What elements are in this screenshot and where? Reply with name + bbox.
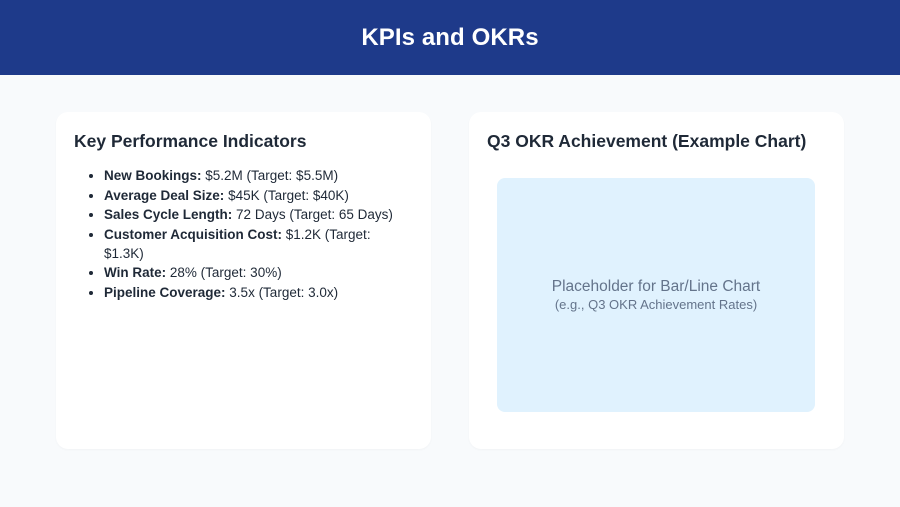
- kpi-item-customer-acquisition-cost: Customer Acquisition Cost: $1.2K (Target…: [104, 225, 409, 263]
- page-header: KPIs and OKRs: [0, 0, 900, 75]
- kpi-list: New Bookings: $5.2M (Target: $5.5M) Aver…: [104, 166, 409, 302]
- kpi-item-pipeline-coverage: Pipeline Coverage: 3.5x (Target: 3.0x): [104, 283, 409, 302]
- kpi-label: Win Rate:: [104, 265, 167, 280]
- kpi-label: Pipeline Coverage:: [104, 284, 226, 300]
- kpi-value: 72 Days (Target: 65 Days): [232, 207, 393, 222]
- kpi-label: New Bookings:: [104, 168, 202, 183]
- kpi-item-win-rate: Win Rate: 28% (Target: 30%): [104, 263, 409, 282]
- kpi-label: Customer Acquisition Cost:: [104, 226, 283, 242]
- chart-placeholder: Placeholder for Bar/Line Chart (e.g., Q3…: [497, 178, 815, 412]
- kpi-value: $5.2M (Target: $5.5M): [201, 168, 339, 183]
- kpi-value: 3.5x (Target: 3.0x): [225, 284, 339, 300]
- kpi-item-sales-cycle-length: Sales Cycle Length: 72 Days (Target: 65 …: [104, 205, 409, 224]
- kpi-value: $45K (Target: $40K): [224, 187, 349, 203]
- kpi-value: $1.2K (Target: $1.3K): [104, 226, 371, 261]
- kpi-label: Sales Cycle Length:: [104, 207, 233, 222]
- kpi-item-new-bookings: New Bookings: $5.2M (Target: $5.5M): [104, 166, 409, 185]
- kpi-value: 28% (Target: 30%): [166, 265, 282, 280]
- page-title: KPIs and OKRs: [361, 23, 539, 51]
- kpi-card-title: Key Performance Indicators: [74, 131, 307, 151]
- okr-card: Q3 OKR Achievement (Example Chart) Place…: [469, 112, 844, 449]
- okr-card-title: Q3 OKR Achievement (Example Chart): [487, 131, 807, 151]
- placeholder-sub-text: (e.g., Q3 OKR Achievement Rates): [554, 297, 758, 312]
- kpi-label: Average Deal Size:: [104, 187, 225, 203]
- kpi-item-average-deal-size: Average Deal Size: $45K (Target: $40K): [104, 186, 409, 205]
- placeholder-main-text: Placeholder for Bar/Line Chart: [551, 278, 761, 295]
- kpi-card: Key Performance Indicators New Bookings:…: [56, 112, 431, 449]
